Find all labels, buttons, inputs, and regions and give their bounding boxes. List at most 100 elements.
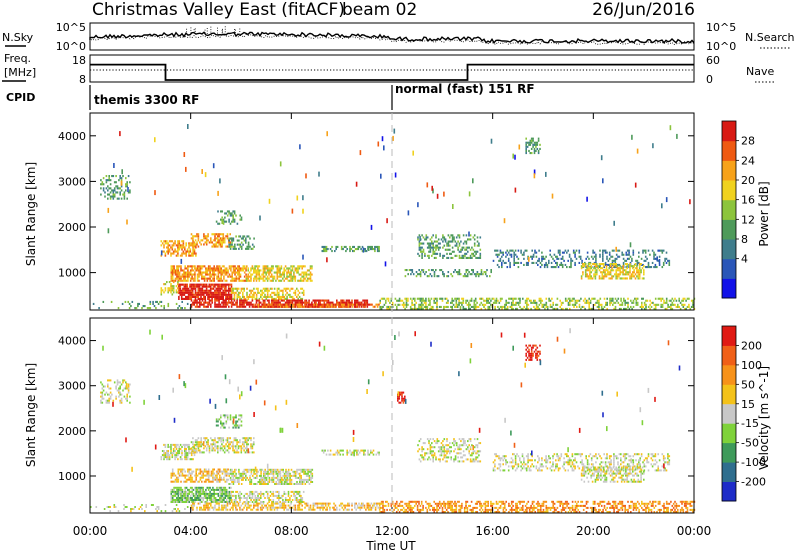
range-gate-cell xyxy=(203,275,206,278)
range-gate-cell xyxy=(250,289,252,292)
range-gate-cell xyxy=(203,271,206,274)
range-gate-cell xyxy=(101,383,104,386)
range-gate-cell xyxy=(277,279,280,282)
range-gate-cell xyxy=(266,293,269,296)
range-gate-cell xyxy=(225,422,228,425)
range-gate-cell xyxy=(692,305,694,308)
range-gate-cell xyxy=(464,240,466,243)
range-gate-cell xyxy=(282,470,284,473)
range-gate-cell xyxy=(444,240,447,243)
range-gate-cell xyxy=(509,266,511,269)
range-gate-cell xyxy=(192,254,194,257)
range-gate-cell xyxy=(123,193,126,196)
range-gate-cell xyxy=(239,414,241,417)
range-gate-cell xyxy=(589,277,591,280)
range-gate-cell xyxy=(212,267,214,270)
range-gate-cell xyxy=(212,163,215,169)
range-gate-cell xyxy=(436,240,439,243)
range-gate-cell xyxy=(214,488,217,491)
range-gate-cell xyxy=(98,307,100,310)
range-gate-cell xyxy=(498,301,501,304)
range-gate-cell xyxy=(300,287,302,290)
range-gate-cell xyxy=(468,238,470,241)
range-gate-cell xyxy=(177,307,179,310)
range-gate-cell xyxy=(632,275,634,278)
range-gate-cell xyxy=(195,267,197,270)
range-gate-cell xyxy=(402,303,405,306)
range-gate-cell xyxy=(507,251,510,254)
range-gate-cell xyxy=(261,297,263,300)
range-gate-cell xyxy=(632,265,634,268)
range-gate-cell xyxy=(228,265,231,268)
range-gate-cell xyxy=(311,301,313,304)
range-gate-cell xyxy=(229,301,231,304)
range-gate-cell xyxy=(267,481,269,483)
range-gate-cell xyxy=(615,265,617,268)
range-gate-cell xyxy=(167,248,169,251)
range-gate-cell xyxy=(112,175,115,178)
range-gate-cell xyxy=(185,454,187,457)
range-gate-cell xyxy=(218,243,220,246)
range-gate-cell xyxy=(293,470,296,473)
range-gate-cell xyxy=(591,277,594,280)
range-gate-cell xyxy=(597,265,599,268)
range-gate-cell xyxy=(170,452,172,455)
range-gate-cell xyxy=(504,305,506,308)
range-gate-cell xyxy=(370,248,372,251)
range-gate-cell xyxy=(473,303,476,306)
range-gate-cell xyxy=(294,474,297,477)
range-gate-cell xyxy=(464,273,466,276)
range-gate-cell xyxy=(286,273,288,276)
range-gate-cell xyxy=(228,220,230,223)
range-gate-cell xyxy=(240,478,243,481)
range-gate-cell xyxy=(429,250,432,253)
range-gate-cell xyxy=(180,265,182,268)
freq-right-tick-top: 60 xyxy=(706,54,720,67)
range-gate-cell xyxy=(201,277,203,280)
range-gate-cell xyxy=(443,254,446,257)
range-gate-cell xyxy=(266,305,268,308)
range-gate-cell xyxy=(641,301,643,304)
range-gate-cell xyxy=(513,257,515,260)
range-gate-cell xyxy=(229,222,232,225)
range-gate-cell xyxy=(520,261,522,264)
range-gate-cell xyxy=(273,291,276,294)
range-gate-cell xyxy=(455,242,458,245)
range-gate-cell xyxy=(479,273,481,276)
range-gate-cell xyxy=(402,301,405,304)
range-gate-cell xyxy=(582,299,585,302)
range-gate-cell xyxy=(579,257,582,260)
range-gate-cell xyxy=(224,497,227,499)
range-gate-cell xyxy=(638,269,641,272)
range-gate-cell xyxy=(260,293,262,296)
range-gate-cell xyxy=(678,299,680,302)
range-gate-cell xyxy=(659,297,661,300)
range-gate-cell xyxy=(545,263,547,266)
range-gate-cell xyxy=(123,379,126,382)
range-gate-cell xyxy=(291,277,294,280)
range-gate-cell xyxy=(308,277,310,280)
range-gate-cell xyxy=(222,289,224,292)
range-gate-cell xyxy=(473,301,476,304)
range-gate-cell xyxy=(194,449,197,452)
range-gate-cell xyxy=(198,472,200,475)
range-gate-cell xyxy=(178,244,181,247)
range-gate-cell xyxy=(272,472,275,475)
range-gate-cell xyxy=(280,279,283,282)
range-gate-cell xyxy=(201,497,203,499)
range-gate-cell xyxy=(232,265,235,268)
range-gate-cell xyxy=(201,299,204,302)
range-gate-cell xyxy=(214,437,216,440)
range-gate-cell xyxy=(341,299,344,302)
range-gate-cell xyxy=(229,447,231,450)
range-gate-cell xyxy=(239,267,242,270)
range-gate-cell xyxy=(329,248,332,251)
range-gate-cell xyxy=(307,468,309,471)
range-gate-cell xyxy=(231,273,233,276)
range-gate-cell xyxy=(250,470,253,473)
range-gate-cell xyxy=(171,494,174,497)
range-gate-cell xyxy=(224,269,227,272)
range-gate-cell xyxy=(601,271,604,274)
range-gate-cell xyxy=(278,303,281,306)
range-gate-cell xyxy=(378,248,380,251)
